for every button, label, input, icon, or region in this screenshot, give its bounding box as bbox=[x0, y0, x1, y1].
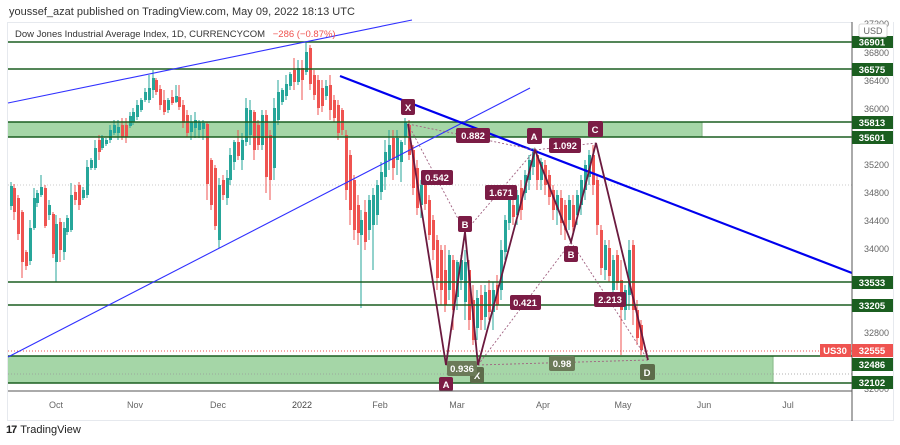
ratio-label: 1.092 bbox=[549, 138, 581, 153]
time-axis[interactable]: Oct Nov Dec 2022 Feb Mar Apr May Jun Jul bbox=[8, 390, 852, 410]
svg-text:33533: 33533 bbox=[859, 278, 885, 289]
svg-text:34400: 34400 bbox=[864, 216, 889, 226]
symbol-title: Dow Jones Industrial Average Index, 1D, … bbox=[15, 29, 266, 40]
svg-text:C: C bbox=[592, 125, 599, 136]
svg-text:B: B bbox=[568, 250, 575, 261]
svg-text:33205: 33205 bbox=[859, 301, 886, 312]
svg-text:X: X bbox=[405, 103, 412, 114]
svg-text:0.882: 0.882 bbox=[461, 131, 485, 142]
svg-text:X: X bbox=[474, 371, 481, 382]
svg-text:32486: 32486 bbox=[859, 360, 885, 371]
point-label-d: D bbox=[640, 364, 655, 380]
ratio-label: 0.936 bbox=[447, 361, 477, 376]
descending-resistance-trendline[interactable] bbox=[339, 74, 853, 275]
svg-text:USD: USD bbox=[863, 26, 883, 36]
rising-support-trendline[interactable] bbox=[7, 87, 531, 358]
svg-text:Oct: Oct bbox=[49, 400, 64, 410]
svg-text:35601: 35601 bbox=[859, 133, 886, 144]
svg-text:May: May bbox=[614, 400, 632, 410]
svg-text:36400: 36400 bbox=[864, 76, 889, 86]
svg-text:35813: 35813 bbox=[859, 118, 885, 129]
svg-text:D: D bbox=[644, 368, 651, 379]
svg-text:32102: 32102 bbox=[859, 378, 885, 389]
svg-text:32555: 32555 bbox=[859, 346, 886, 357]
svg-text:1.671: 1.671 bbox=[489, 188, 513, 199]
svg-text:34800: 34800 bbox=[864, 188, 889, 198]
tradingview-logo-icon: 17 bbox=[6, 424, 17, 436]
pattern-ratio-labels[interactable]: 0.882 0.542 1.671 1.092 0.421 2.213 0.93… bbox=[421, 128, 626, 376]
price-change: −286 (−0.87%) bbox=[272, 29, 336, 40]
upper-channel-trendline[interactable] bbox=[7, 19, 413, 104]
svg-text:36000: 36000 bbox=[864, 104, 889, 114]
svg-text:US30: US30 bbox=[823, 346, 847, 357]
svg-text:Dec: Dec bbox=[210, 400, 227, 410]
brand-name: TradingView bbox=[20, 424, 81, 436]
last-price-tag bbox=[852, 344, 893, 357]
svg-text:36800: 36800 bbox=[864, 48, 889, 58]
svg-text:A: A bbox=[443, 380, 450, 391]
point-label-b-right: B bbox=[564, 246, 578, 262]
svg-text:Jun: Jun bbox=[697, 400, 712, 410]
price-axis[interactable]: 37200 36800 36400 36000 35200 34800 3440… bbox=[820, 19, 893, 421]
svg-text:0.936: 0.936 bbox=[450, 364, 474, 375]
publisher-line: youssef_azat published on TradingView.co… bbox=[9, 6, 355, 18]
ratio-label: 0.882 bbox=[456, 128, 490, 143]
pattern-point-labels[interactable]: X A B X A B C D bbox=[401, 99, 655, 391]
harmonic-pattern-legs[interactable] bbox=[407, 123, 649, 366]
svg-text:2022: 2022 bbox=[292, 400, 312, 410]
svg-text:Mar: Mar bbox=[449, 400, 465, 410]
point-label-x-top: X bbox=[401, 99, 415, 115]
ratio-label: 1.671 bbox=[485, 185, 517, 200]
candles bbox=[10, 42, 643, 355]
ratio-label: 2.213 bbox=[594, 292, 626, 307]
point-label-b-left: B bbox=[458, 216, 472, 232]
svg-text:B: B bbox=[462, 220, 469, 231]
svg-text:36901: 36901 bbox=[859, 38, 886, 49]
chart-frame bbox=[7, 22, 894, 421]
currency-tag bbox=[858, 23, 888, 38]
svg-text:Feb: Feb bbox=[372, 400, 388, 410]
svg-text:0.98: 0.98 bbox=[553, 359, 572, 370]
ratio-label: 0.542 bbox=[421, 170, 453, 185]
svg-text:Jul: Jul bbox=[782, 400, 794, 410]
chart-legend: Dow Jones Industrial Average Index, 1D, … bbox=[15, 29, 336, 40]
svg-text:Nov: Nov bbox=[127, 400, 144, 410]
point-label-a-top: A bbox=[527, 128, 542, 144]
support-zone[interactable] bbox=[8, 356, 773, 383]
svg-text:35200: 35200 bbox=[864, 160, 889, 170]
ratio-label: 0.98 bbox=[549, 356, 575, 371]
point-label-a-bottom: A bbox=[439, 377, 453, 391]
footer-branding: 17 TradingView bbox=[6, 424, 81, 436]
svg-text:Apr: Apr bbox=[536, 400, 550, 410]
svg-text:36575: 36575 bbox=[859, 65, 886, 76]
ratio-label: 0.421 bbox=[510, 295, 541, 310]
horizontal-levels[interactable] bbox=[8, 41, 852, 384]
last-price-symbol-tag bbox=[820, 344, 851, 357]
point-label-c: C bbox=[588, 121, 603, 137]
svg-text:A: A bbox=[531, 132, 538, 143]
svg-text:0.421: 0.421 bbox=[513, 298, 537, 309]
svg-text:2.213: 2.213 bbox=[598, 295, 622, 306]
svg-text:34000: 34000 bbox=[864, 244, 889, 254]
svg-text:0.542: 0.542 bbox=[425, 173, 449, 184]
svg-text:32800: 32800 bbox=[864, 328, 889, 338]
svg-text:1.092: 1.092 bbox=[553, 141, 577, 152]
